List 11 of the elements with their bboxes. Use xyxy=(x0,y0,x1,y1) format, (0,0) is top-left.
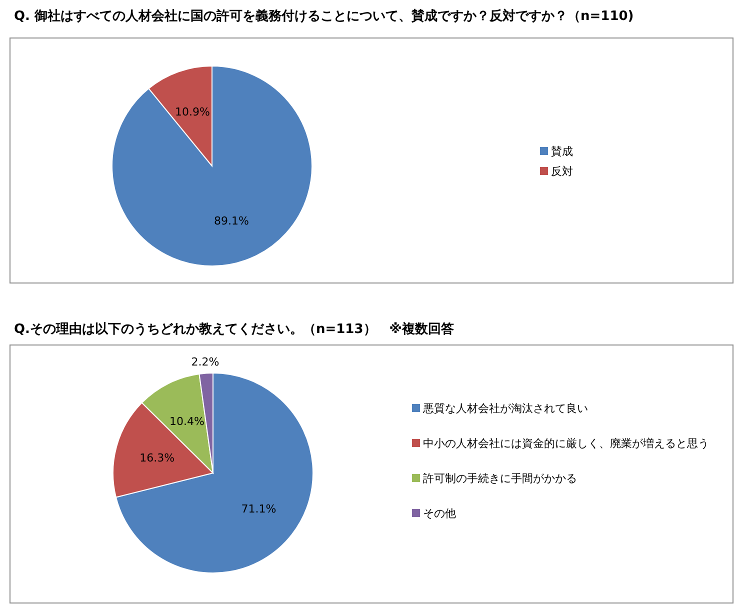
data-label: 89.1% xyxy=(214,214,249,228)
chart-title: Q. 御社はすべての人材会社に国の許可を義務付けることについて、賛成ですか？反対ですか？（n=110) xyxy=(14,8,634,24)
legend-label: 反対 xyxy=(551,165,573,178)
legend-label: その他 xyxy=(423,507,456,520)
chart-title: Q.その理由は以下のうちどれか教えてください。（n=113） ※複数回答 xyxy=(14,321,454,337)
data-label: 16.3% xyxy=(140,452,175,465)
data-label: 2.2% xyxy=(191,355,220,368)
data-label: 10.4% xyxy=(170,415,204,428)
data-label: 71.1% xyxy=(241,502,276,516)
data-label: 10.9% xyxy=(175,105,210,118)
legend-label: 賛成 xyxy=(551,145,573,158)
